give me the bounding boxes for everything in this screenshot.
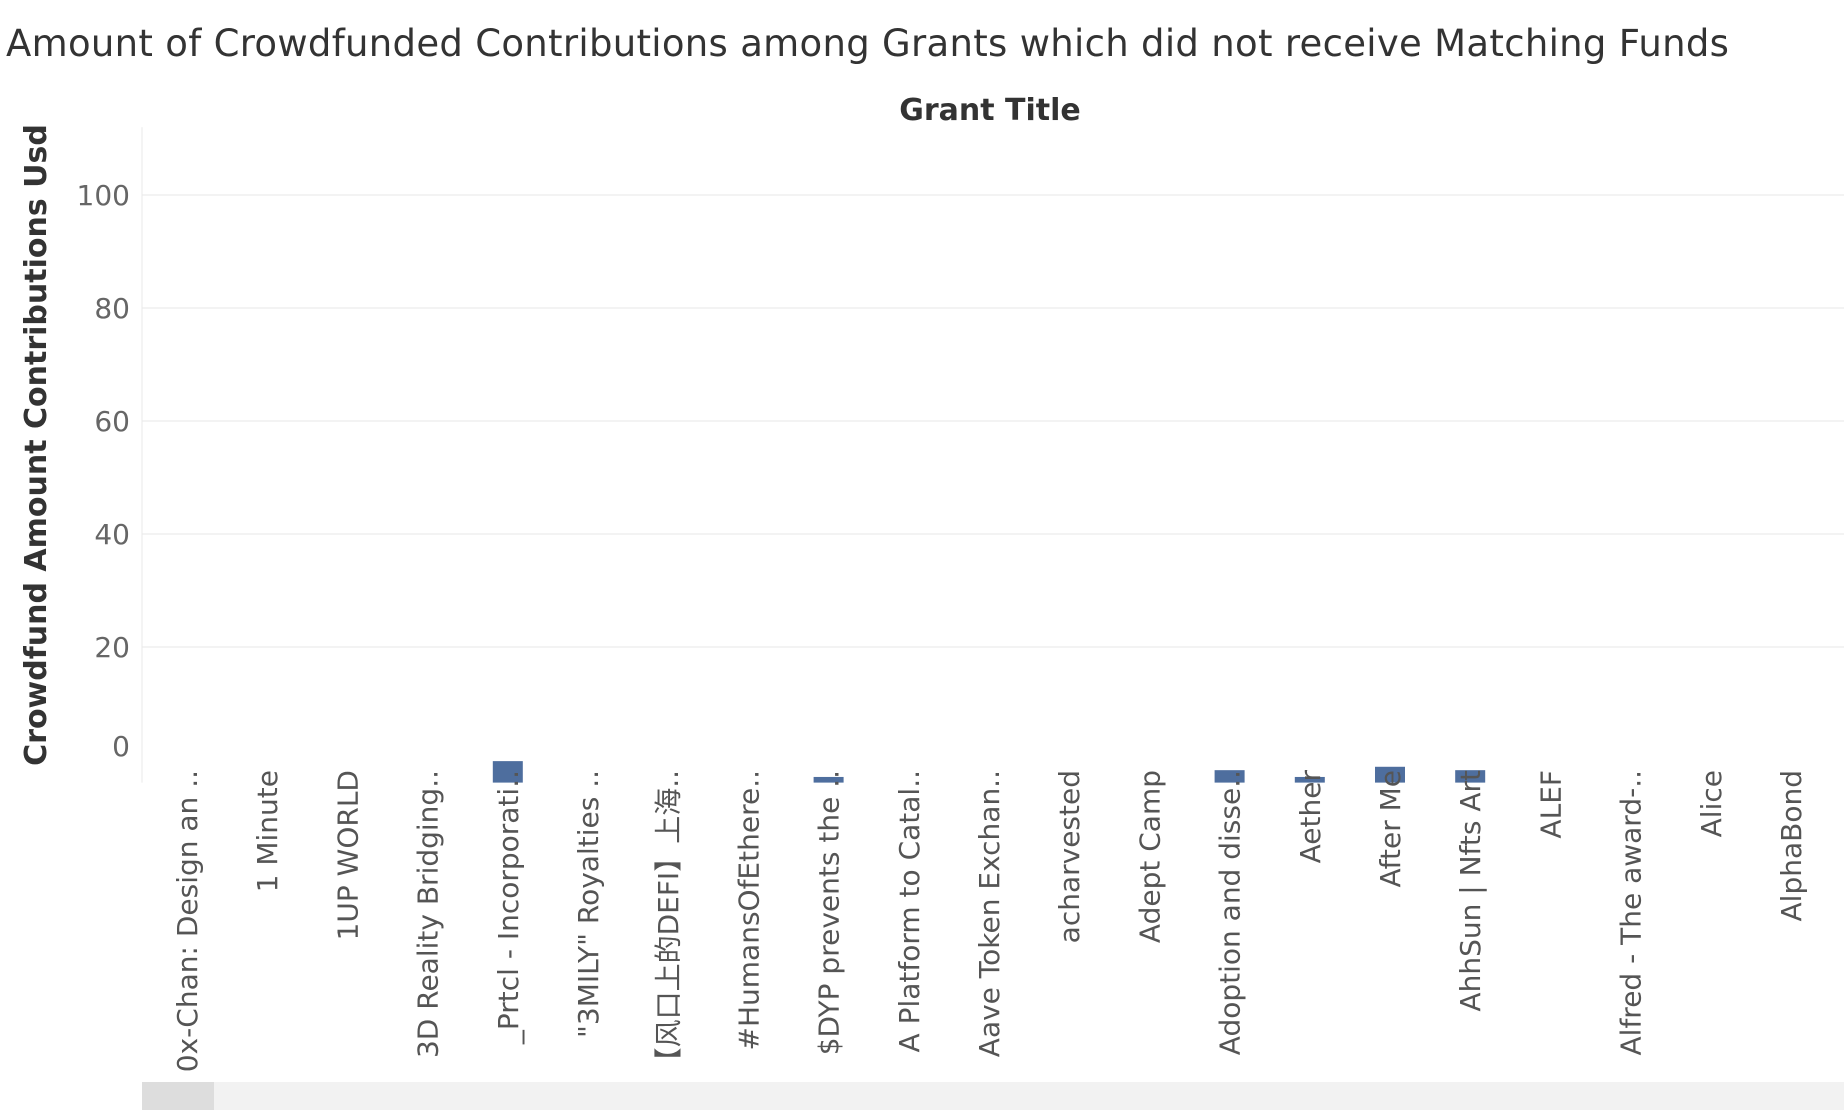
bars (492, 761, 1486, 783)
y-axis-ticks: 0 20 40 60 80 100 (77, 179, 130, 763)
x-category-label: After Me (1374, 770, 1407, 888)
x-category-label: 【风口上的DEFI】上海.. (652, 770, 685, 1075)
y-tick-label: 20 (94, 631, 130, 664)
bar[interactable] (1294, 776, 1325, 783)
x-category-label: Alice (1695, 770, 1728, 837)
x-category-label: _Prtcl - Incorporati.. (492, 770, 525, 1045)
x-category-label: Aave Token Exchan.. (973, 770, 1006, 1057)
x-category-label: 1 Minute (251, 770, 284, 892)
y-axis-title: Crowdfund Amount Contributions Usd (19, 124, 54, 766)
y-tick-label: 0 (112, 730, 130, 763)
x-category-label: "3MILY" Royalties .. (572, 770, 605, 1038)
x-category-label: 0x-Chan: Design an .. (171, 770, 204, 1072)
horizontal-scrollbar[interactable] (142, 1082, 1844, 1110)
x-category-label: Aether (1294, 770, 1327, 864)
scrollbar-track[interactable] (142, 1082, 1844, 1110)
x-category-label: 1UP WORLD (331, 770, 364, 940)
chart-title: Amount of Crowdfunded Contributions amon… (6, 22, 1730, 65)
x-category-label: Alfred - The award-.. (1615, 770, 1648, 1055)
x-category-label: A Platform to Catal.. (893, 770, 926, 1052)
bar[interactable] (813, 776, 844, 783)
bar[interactable] (492, 761, 523, 783)
y-tick-label: 40 (94, 518, 130, 551)
x-axis-category-labels: 0x-Chan: Design an .. 1 Minute 1UP WORLD 3D… (171, 770, 1808, 1076)
bar[interactable] (1214, 770, 1245, 783)
scrollbar-thumb[interactable] (142, 1082, 214, 1110)
bar[interactable] (1455, 770, 1486, 783)
grid-lines (141, 127, 1844, 783)
x-category-label: AhhSun | Nfts Art (1454, 770, 1487, 1012)
column-header: Grant Title (899, 93, 1081, 128)
x-category-label: 3D Reality Bridging.. (412, 770, 445, 1058)
x-category-label: $DYP prevents the .. (813, 770, 846, 1055)
y-tick-label: 80 (94, 292, 130, 325)
x-category-label: Adept Camp (1133, 770, 1166, 943)
x-category-label: acharvested (1053, 770, 1086, 943)
bar[interactable] (1375, 766, 1405, 783)
y-tick-label: 100 (77, 179, 130, 212)
x-category-label: AlphaBond (1775, 770, 1808, 921)
y-tick-label: 60 (94, 405, 130, 438)
x-category-label: Adoption and disse.. (1214, 770, 1247, 1055)
x-category-label: ALEF (1534, 770, 1567, 839)
x-category-label: #HumansOfEthere.. (732, 770, 765, 1051)
